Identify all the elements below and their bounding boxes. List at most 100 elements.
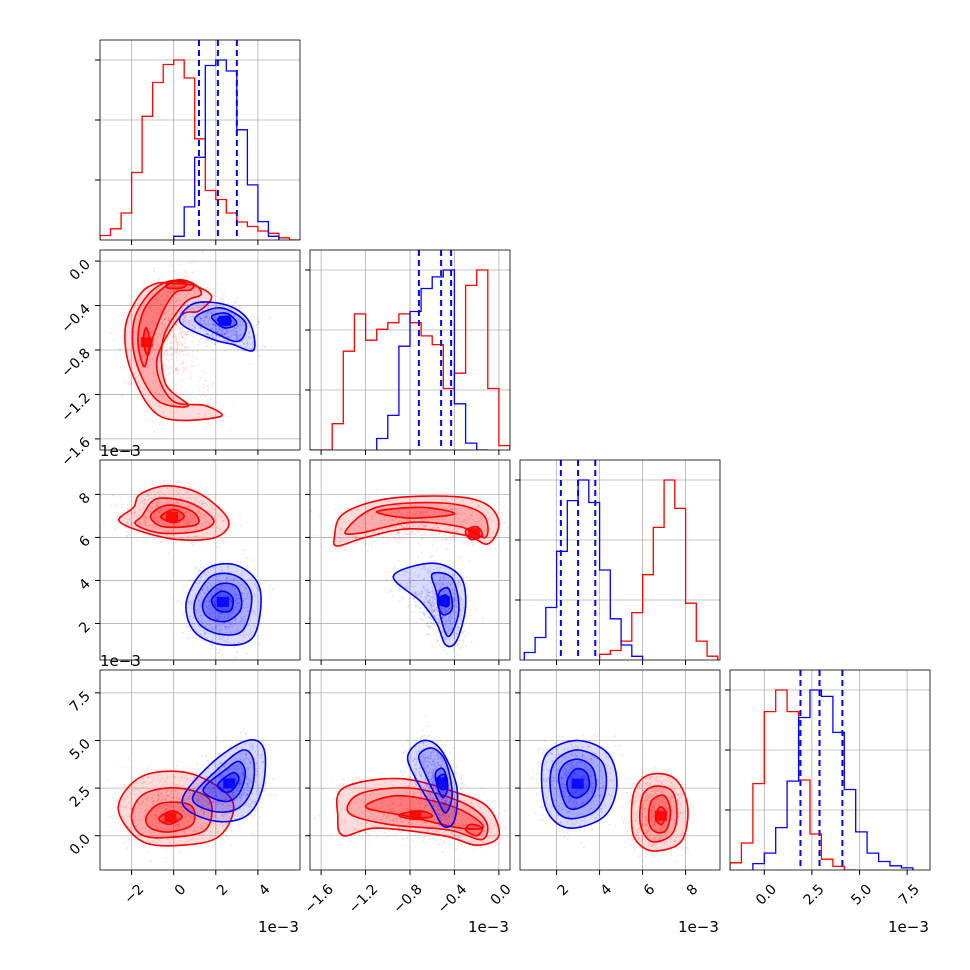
- contour-line-series-1: [216, 771, 240, 794]
- y-tick-label: −0.8: [58, 346, 93, 381]
- contour-line-series-0: [118, 484, 230, 541]
- x-tick-label: 5.0: [848, 881, 875, 908]
- scatter-panel-3-2: 2 4 6 8 1e−3: [515, 669, 721, 936]
- contour-line-series-0: [158, 810, 183, 826]
- panel-frame: [99, 669, 301, 871]
- panel-frame: [99, 459, 301, 661]
- x-tick-label: 7.5: [896, 881, 923, 908]
- histogram-panel-0: [95, 39, 301, 245]
- contour-line-series-1: [430, 571, 460, 638]
- x-tick-label: 0.0: [753, 881, 780, 908]
- density-peak-series-0: [140, 337, 153, 348]
- density-peak-series-1: [223, 778, 236, 789]
- contour-line-series-1: [540, 739, 618, 829]
- contour-line-series-1: [406, 739, 459, 828]
- contour-line-series-0: [137, 278, 195, 368]
- x-axis-multiplier: 1e−3: [258, 918, 299, 936]
- contour-line-series-1: [191, 749, 256, 813]
- contour-line-series-0: [124, 281, 223, 422]
- y-tick-label: 7.5: [67, 688, 94, 715]
- density-fill-series-0: [344, 502, 489, 538]
- x-tick-label: 8: [684, 881, 702, 899]
- density-fill-series-0: [124, 282, 223, 421]
- y-tick-label: −1.2: [58, 390, 93, 425]
- histogram-series-1: [523, 479, 644, 660]
- histogram-series-0: [100, 59, 300, 240]
- contour-line-series-0: [375, 506, 456, 519]
- density-peak-series-1: [571, 778, 584, 789]
- contour-line-series-1: [185, 562, 262, 647]
- histogram-panel-1: [305, 249, 511, 455]
- x-axis-multiplier: 1e−3: [888, 918, 929, 936]
- x-tick-label: −1.2: [346, 881, 381, 916]
- histogram-series-0: [598, 479, 719, 660]
- contour-line-series-1: [181, 739, 267, 823]
- histogram-panel-2: [515, 459, 721, 665]
- histogram-series-0: [730, 689, 856, 870]
- contour-line-series-1: [436, 587, 454, 616]
- contour-line-series-0: [165, 280, 188, 290]
- contour-line-series-1: [201, 582, 243, 623]
- y-tick-label: 2.5: [67, 784, 94, 811]
- panel-frame: [309, 669, 511, 871]
- density-peak-series-0: [166, 511, 178, 522]
- density-peak-series-1: [435, 777, 448, 788]
- panel-frame: [519, 459, 721, 661]
- panel-frame: [99, 39, 301, 241]
- density-peak-series-0: [164, 812, 177, 823]
- y-tick-label: 5.0: [67, 736, 94, 763]
- contour-line-series-0: [134, 497, 215, 535]
- panel-frame: [309, 249, 511, 451]
- scatter-points-series-0: [310, 489, 510, 553]
- scatter-panel-3-1: −1.6 −1.2 −0.8 −0.4 0.0 1e−3: [302, 669, 515, 936]
- density-peak-series-0: [409, 810, 422, 821]
- y-tick-label: −0.4: [58, 301, 93, 336]
- density-peak-series-1: [216, 596, 229, 607]
- density-peak-series-1: [218, 315, 231, 326]
- contour-line-series-0: [630, 772, 689, 852]
- contour-line-series-1: [566, 767, 591, 799]
- y-axis-multiplier: 1e−3: [100, 442, 141, 460]
- x-axis-multiplier: 1e−3: [468, 918, 509, 936]
- contour-line-series-1: [417, 747, 454, 814]
- x-tick-label: 6: [641, 881, 659, 899]
- x-tick-label: 2: [214, 881, 232, 899]
- y-tick-label: 8: [76, 490, 94, 508]
- panel-frame: [729, 669, 931, 871]
- contour-line-series-0: [130, 787, 213, 839]
- x-tick-label: 0: [172, 881, 190, 899]
- y-tick-label: −1.6: [58, 434, 93, 469]
- contour-line-series-1: [557, 758, 597, 811]
- contour-line-series-1: [178, 301, 256, 352]
- histogram-panel-3: 0.0 2.5 5.0 7.5 1e−3: [725, 669, 931, 936]
- panel-frame: [99, 249, 301, 451]
- contour-line-series-0: [149, 504, 200, 529]
- scatter-panel-1-0: −1.6 −1.2 −0.8 −0.4 0.0: [58, 249, 301, 470]
- contour-line-series-0: [159, 508, 185, 524]
- y-tick-label: 6: [76, 533, 94, 551]
- histogram-series-1: [173, 59, 280, 240]
- contour-line-series-0: [131, 279, 203, 408]
- contour-line-series-0: [647, 794, 672, 834]
- histogram-series-1: [376, 269, 488, 450]
- y-tick-label: 0.0: [67, 257, 94, 284]
- density-fill-series-0: [118, 771, 234, 846]
- contour-line-series-0: [464, 525, 484, 541]
- contour-line-series-1: [193, 306, 248, 343]
- contour-line-series-0: [117, 770, 235, 847]
- histogram-series-0: [310, 269, 510, 450]
- y-tick-label: 2: [76, 619, 94, 637]
- contour-line-series-0: [346, 787, 489, 841]
- contour-line-series-0: [335, 777, 501, 847]
- contour-line-series-0: [464, 823, 484, 837]
- contour-line-series-0: [144, 801, 196, 833]
- contour-line-series-0: [639, 785, 678, 843]
- x-tick-label: −0.8: [390, 881, 425, 916]
- panel-frame: [519, 669, 721, 871]
- scatter-points-series-0: [110, 250, 235, 450]
- scatter-panel-2-1: [305, 459, 511, 665]
- contour-line-series-1: [549, 749, 608, 820]
- contour-line-series-1: [202, 760, 247, 803]
- x-tick-label: 4: [598, 881, 616, 899]
